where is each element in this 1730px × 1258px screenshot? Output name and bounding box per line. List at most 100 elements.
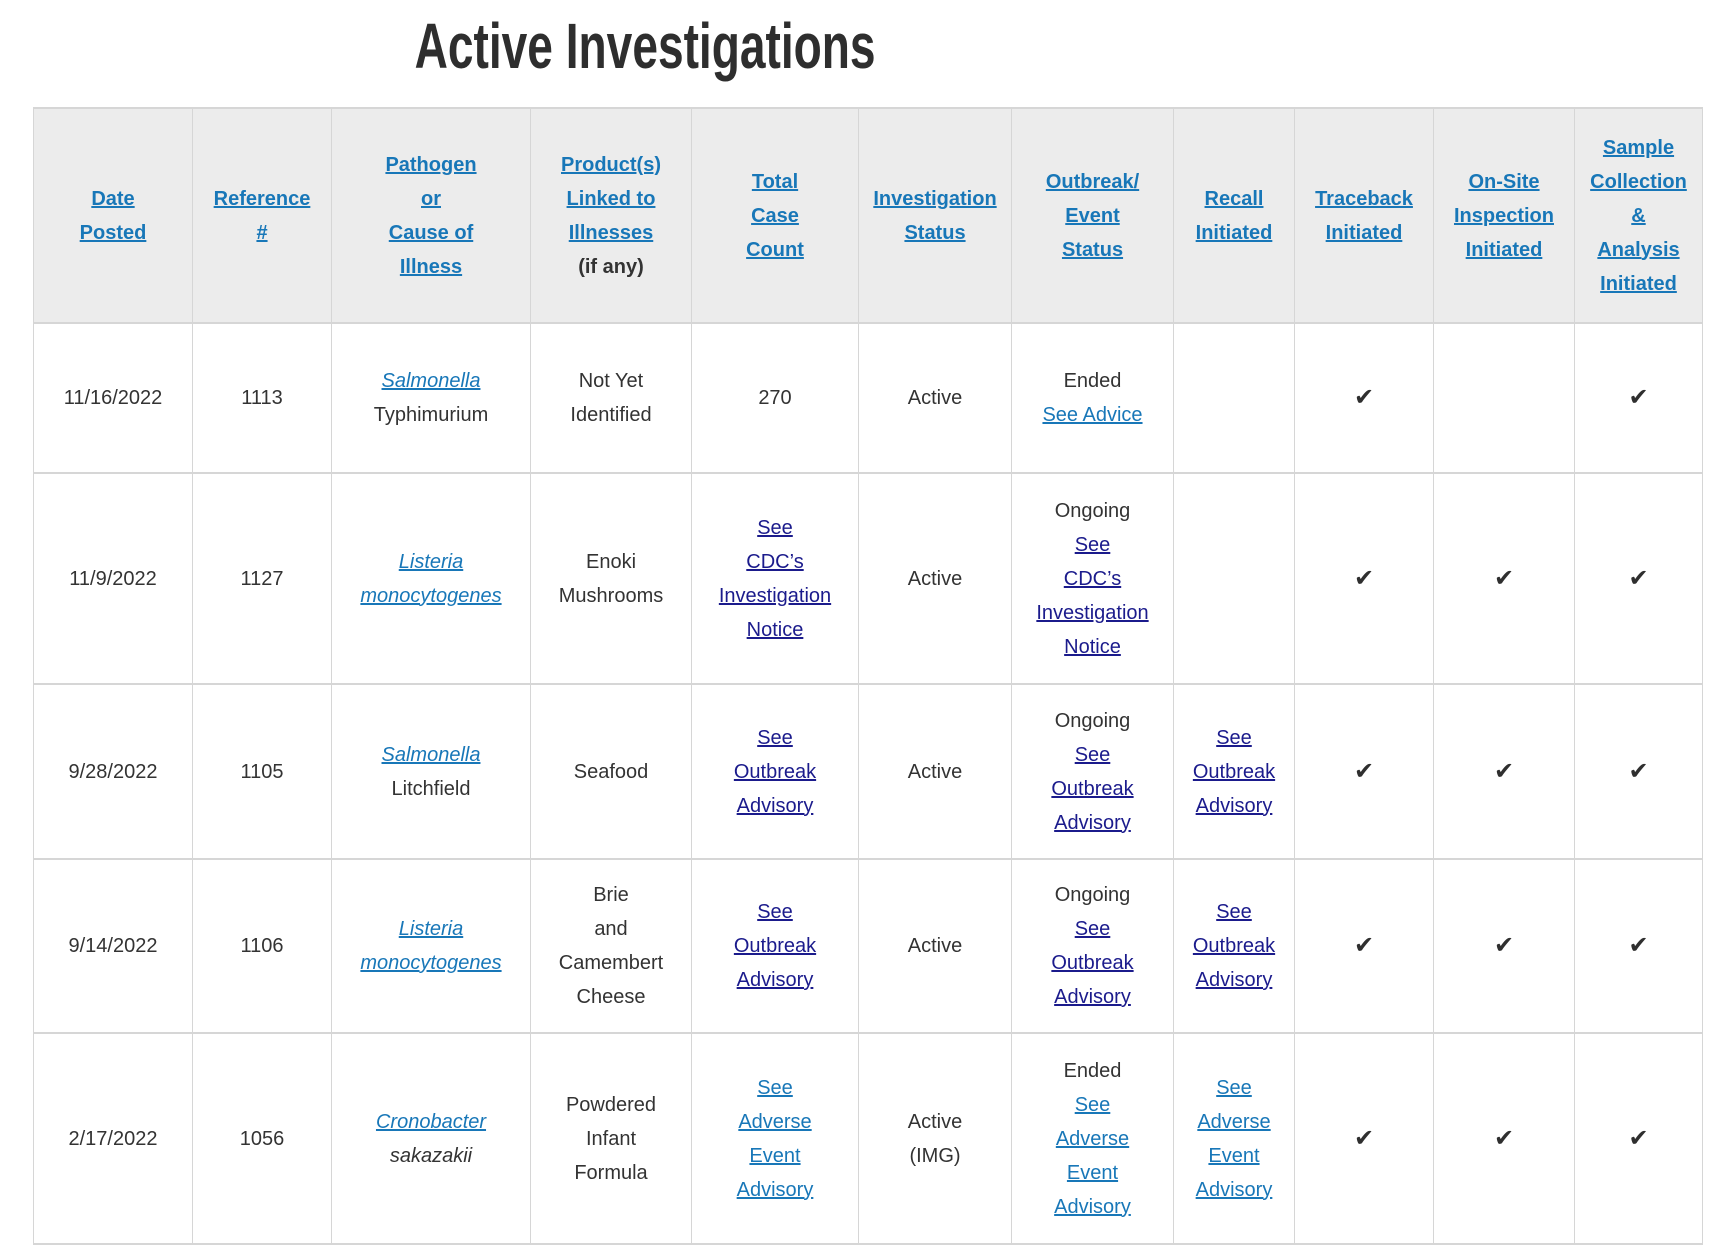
cell-line: Ended [1018, 1054, 1167, 1088]
cell-text: 2/17/2022 [68, 1127, 158, 1150]
cell-link[interactable]: See Outbreak Advisory [733, 901, 817, 991]
cell-2-reference_number: 1105 [192, 683, 332, 860]
column-header-note: (if any) [578, 255, 644, 278]
checkmark-icon: ✔ [1493, 931, 1515, 959]
checkmark-icon: ✔ [1353, 1123, 1375, 1152]
cell-text: Active [907, 567, 963, 590]
column-header-date_posted: Date Posted [33, 107, 193, 324]
cell-link[interactable]: See Outbreak Advisory [1051, 743, 1134, 834]
cell-link[interactable]: Listeria monocytogenes [360, 918, 502, 974]
cell-link[interactable]: See Outbreak Advisory [733, 726, 817, 817]
cell-0-traceback_initiated: ✔ [1294, 322, 1434, 474]
cell-link[interactable]: See CDC’s Investigation Notice [718, 516, 832, 641]
cell-3-outbreak_event_status: Ongoing See Outbreak Advisory [1011, 858, 1174, 1034]
column-header-outbreak_event_status: Outbreak/ Event Status [1011, 107, 1174, 324]
cell-text: Enoki Mushrooms [558, 550, 664, 607]
cell-line: See CDC’s Investigation Notice [1018, 528, 1167, 664]
cell-line: ✔ [1581, 754, 1696, 790]
cell-link[interactable]: See Outbreak Advisory [1192, 726, 1276, 817]
cell-3-reference_number: 1106 [192, 858, 332, 1034]
cell-2-traceback_initiated: ✔ [1294, 683, 1434, 860]
cell-line: Active [865, 562, 1005, 596]
cell-2-investigation_status: Active [858, 683, 1012, 860]
cell-text: sakazakii [389, 1144, 473, 1167]
cell-link[interactable]: Salmonella [381, 370, 481, 392]
cell-line: 9/14/2022 [40, 929, 186, 963]
cell-3-date_posted: 9/14/2022 [33, 858, 193, 1034]
column-header-link-investigation_status[interactable]: Investigation Status [873, 187, 997, 244]
checkmark-icon: ✔ [1493, 756, 1515, 785]
cell-link[interactable]: See Outbreak Advisory [1192, 901, 1276, 991]
cell-line: Ongoing [1018, 878, 1167, 912]
cell-text: Active [907, 760, 963, 783]
column-header-reference_number: Reference # [192, 107, 332, 324]
cell-line: Ongoing [1018, 704, 1167, 738]
cell-line: Powdered Infant Formula [537, 1088, 685, 1190]
column-header-link-products_linked[interactable]: Product(s) Linked to Illnesses [561, 153, 661, 244]
column-header-link-sample_collection_initiated[interactable]: Sample Collection & Analysis Initiated [1590, 136, 1687, 295]
cell-link[interactable]: Salmonella [381, 743, 481, 766]
cell-text: 1105 [240, 760, 284, 783]
cell-0-recall_initiated [1173, 322, 1295, 474]
cell-line: sakazakii [338, 1139, 524, 1173]
column-header-sample_collection_initiated: Sample Collection & Analysis Initiated [1574, 107, 1703, 324]
cell-line: See CDC’s Investigation Notice [698, 511, 852, 647]
cell-line: Ended [1018, 364, 1167, 398]
cell-link[interactable]: See Outbreak Advisory [1051, 918, 1134, 1008]
column-header-onsite_inspection_initiated: On-Site Inspection Initiated [1433, 107, 1575, 324]
column-header-link-outbreak_event_status[interactable]: Outbreak/ Event Status [1045, 170, 1140, 261]
cell-line: Ongoing [1018, 494, 1167, 528]
checkmark-icon: ✔ [1628, 931, 1649, 959]
column-header-link-traceback_initiated[interactable]: Traceback Initiated [1315, 187, 1413, 244]
cell-line: See Outbreak Advisory [1018, 912, 1167, 1014]
table-body: 11/16/2022 1113 Salmonella Typhimurium Not Y… [33, 322, 1703, 1245]
cell-line: ✔ [1440, 754, 1568, 790]
column-header-link-date_posted[interactable]: Date Posted [79, 187, 147, 244]
cell-link[interactable]: Cronobacter [375, 1110, 487, 1133]
cell-1-traceback_initiated: ✔ [1294, 472, 1434, 685]
cell-line: Listeria monocytogenes [338, 545, 524, 613]
table-row-4: 2/17/2022 1056 Cronobacter sakazakii Powdere… [33, 1032, 1703, 1245]
cell-3-total_case_count: See Outbreak Advisory [691, 858, 859, 1034]
cell-1-outbreak_event_status: Ongoing See CDC’s Investigation Notice [1011, 472, 1174, 685]
cell-link[interactable]: See Advice [1042, 404, 1143, 426]
cell-text: Ended [1063, 370, 1122, 392]
cell-line: 9/28/2022 [40, 755, 186, 789]
cell-line: 1056 [199, 1122, 325, 1156]
column-header-link-recall_initiated[interactable]: Recall Initiated [1195, 187, 1273, 244]
checkmark-icon: ✔ [1628, 563, 1649, 592]
cell-line: 1113 [199, 381, 325, 415]
cell-2-outbreak_event_status: Ongoing See Outbreak Advisory [1011, 683, 1174, 860]
cell-link[interactable]: See Adverse Event Advisory [736, 1076, 814, 1201]
cell-line: ✔ [1301, 928, 1427, 964]
cell-4-traceback_initiated: ✔ [1294, 1032, 1434, 1245]
column-header-link-total_case_count[interactable]: Total Case Count [746, 170, 804, 261]
cell-line: ✔ [1301, 1121, 1427, 1157]
cell-text: Powdered Infant Formula [565, 1093, 657, 1184]
cell-text: 9/28/2022 [68, 760, 158, 783]
cell-line: See Outbreak Advisory [698, 895, 852, 997]
column-header-recall_initiated: Recall Initiated [1173, 107, 1295, 324]
cell-link[interactable]: See Adverse Event Advisory [1195, 1076, 1273, 1201]
column-header-link-reference_number[interactable]: Reference # [213, 187, 311, 244]
column-header-link-pathogen[interactable]: Pathogen or Cause of Illness [385, 153, 477, 278]
cell-0-total_case_count: 270 [691, 322, 859, 474]
cell-link[interactable]: See Adverse Event Advisory [1054, 1093, 1131, 1218]
cell-link[interactable]: Listeria monocytogenes [360, 550, 502, 607]
cell-link[interactable]: See CDC’s Investigation Notice [1036, 533, 1149, 658]
cell-line: 2/17/2022 [40, 1122, 186, 1156]
cell-0-reference_number: 1113 [192, 322, 332, 474]
cell-2-products_linked: Seafood [530, 683, 692, 860]
cell-4-products_linked: Powdered Infant Formula [530, 1032, 692, 1245]
cell-text: Active (IMG) [907, 1110, 963, 1167]
cell-text: Active [907, 387, 963, 409]
cell-3-traceback_initiated: ✔ [1294, 858, 1434, 1034]
column-header-link-onsite_inspection_initiated[interactable]: On-Site Inspection Initiated [1453, 170, 1554, 261]
active-investigations-table: Date Posted Reference # Pathogen or Cause … [33, 107, 1703, 1245]
cell-line: 1106 [199, 929, 325, 963]
column-header-products_linked: Product(s) Linked to Illnesses (if any) [530, 107, 692, 324]
cell-0-pathogen: Salmonella Typhimurium [331, 322, 531, 474]
column-header-total_case_count: Total Case Count [691, 107, 859, 324]
cell-line: Litchfield [338, 772, 524, 806]
